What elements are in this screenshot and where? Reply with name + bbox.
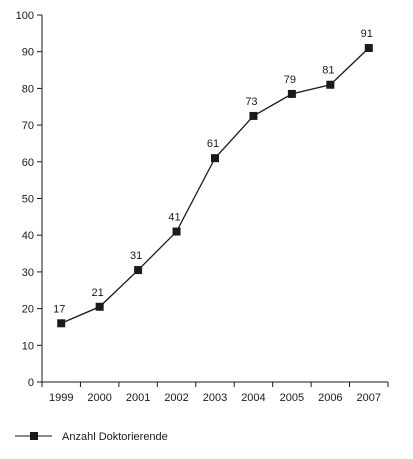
x-tick-label: 2002 [164,392,188,404]
y-tick-label: 20 [22,304,34,316]
data-label: 17 [53,303,65,315]
y-tick-label: 80 [22,83,34,95]
x-tick-label: 2003 [203,392,227,404]
data-label: 41 [168,212,180,224]
x-tick-label: 2000 [87,392,111,404]
data-label: 73 [245,96,257,108]
legend-marker [30,432,38,440]
series-layer: 17 21 31 41 61 73 79 81 91 [53,28,373,328]
x-tick-label: 2001 [126,392,150,404]
x-tick-label: 2005 [280,392,304,404]
data-point [134,266,143,275]
x-tick-label: 2006 [318,392,342,404]
legend: Anzahl Doktorierende [15,431,168,443]
series-line [60,47,370,324]
data-label: 21 [92,287,104,299]
y-tick-label: 90 [22,47,34,59]
y-tick-label: 100 [16,10,34,22]
data-point [211,154,219,163]
x-tick-label: 2004 [241,392,265,404]
y-tick-label: 40 [22,230,34,242]
data-point [326,80,335,89]
x-tick-label: 2007 [357,392,381,404]
data-point [287,89,296,98]
y-tick-label: 30 [22,267,34,279]
data-label: 79 [284,74,296,86]
data-label: 91 [361,28,373,40]
data-label: 61 [207,138,219,150]
data-point [364,44,373,53]
data-point [249,111,258,120]
legend-label: Anzahl Doktorierende [62,431,168,443]
data-point [57,319,66,328]
y-tick-label: 60 [22,157,34,169]
y-tick-label: 50 [22,194,34,206]
x-tick-label: 1999 [49,392,73,404]
y-tick-label: 0 [28,377,34,389]
axes: 0 10 20 30 40 50 60 70 80 90 100 1999 2000 2001 2002 20… [16,10,389,404]
y-tick-label: 70 [22,120,34,132]
data-point [172,227,181,236]
data-point [95,302,104,311]
data-label: 31 [130,250,142,262]
data-label: 81 [322,65,334,77]
y-tick-label: 10 [22,340,34,352]
